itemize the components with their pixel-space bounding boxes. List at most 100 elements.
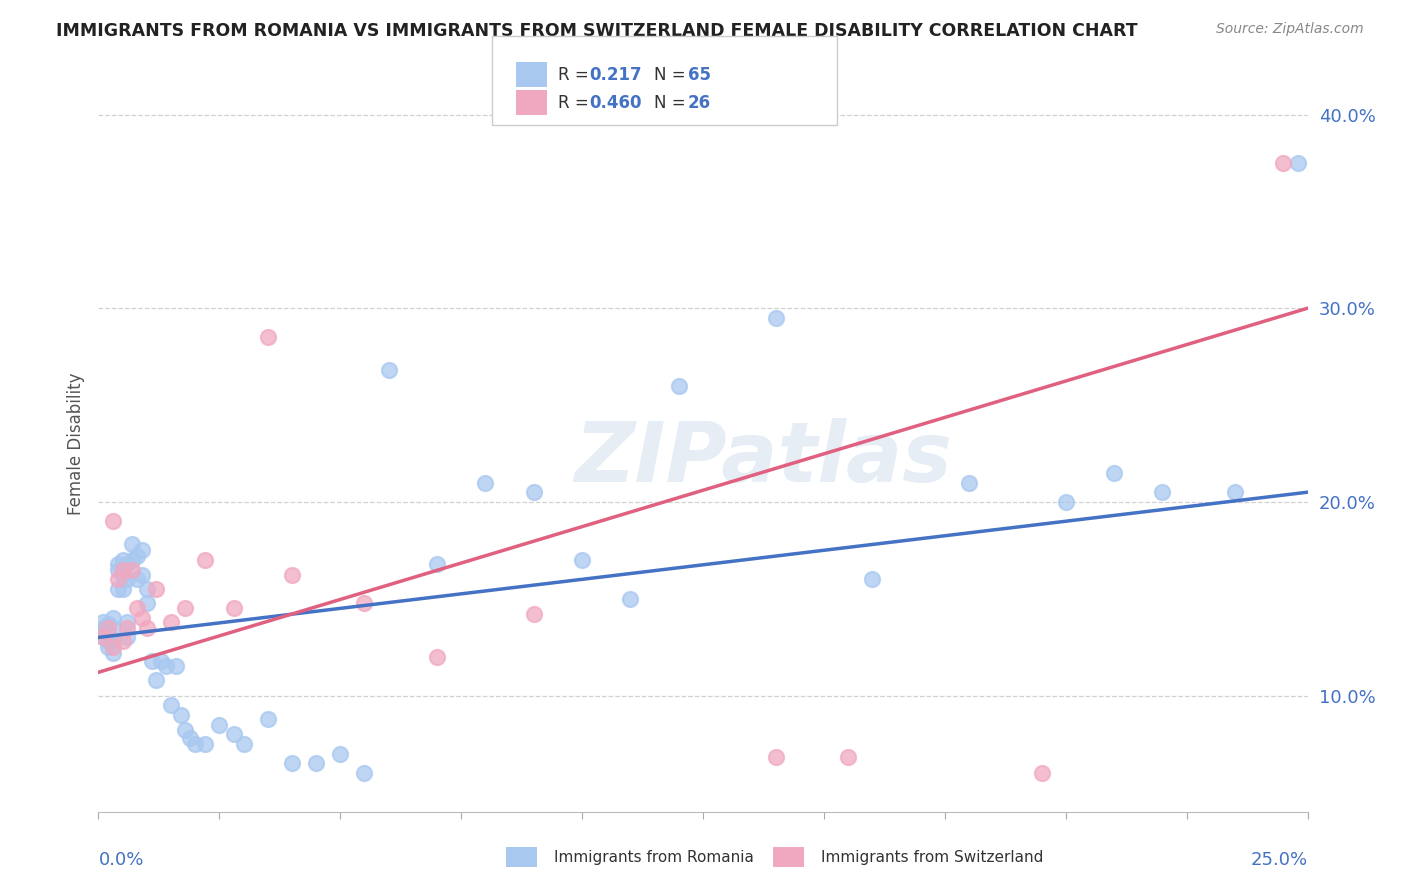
Point	[101, 646, 124, 660]
Point	[160, 698, 183, 713]
Text: 0.0%: 0.0%	[98, 851, 143, 869]
Point	[121, 537, 143, 551]
Point	[353, 596, 375, 610]
Point	[101, 634, 124, 648]
Point	[1272, 156, 1295, 170]
Point	[91, 621, 114, 635]
Point	[194, 737, 217, 751]
Point	[107, 563, 129, 577]
Point	[353, 766, 375, 780]
Text: IMMIGRANTS FROM ROMANIA VS IMMIGRANTS FROM SWITZERLAND FEMALE DISABILITY CORRELA: IMMIGRANTS FROM ROMANIA VS IMMIGRANTS FR…	[56, 22, 1137, 40]
Point	[111, 582, 134, 596]
Point	[111, 563, 134, 577]
Point	[1286, 156, 1309, 170]
Point	[305, 756, 328, 771]
Point	[150, 654, 173, 668]
Point	[131, 611, 153, 625]
Point	[837, 750, 859, 764]
Point	[131, 543, 153, 558]
Point	[329, 747, 352, 761]
Point	[668, 378, 690, 392]
Point	[426, 649, 449, 664]
Point	[160, 615, 183, 629]
Point	[117, 621, 139, 635]
Point	[135, 596, 157, 610]
Point	[957, 475, 980, 490]
Text: R =: R =	[558, 94, 595, 112]
Point	[131, 568, 153, 582]
Point	[232, 737, 254, 751]
Point	[174, 723, 197, 738]
Point	[135, 582, 157, 596]
Text: 26: 26	[688, 94, 710, 112]
Point	[281, 756, 304, 771]
Text: Immigrants from Switzerland: Immigrants from Switzerland	[821, 850, 1043, 864]
Text: Source: ZipAtlas.com: Source: ZipAtlas.com	[1216, 22, 1364, 37]
Point	[474, 475, 496, 490]
Point	[208, 717, 231, 731]
Point	[107, 572, 129, 586]
Point	[765, 750, 787, 764]
Point	[145, 673, 167, 687]
Text: 0.460: 0.460	[589, 94, 641, 112]
Point	[97, 631, 120, 645]
Point	[111, 553, 134, 567]
Point	[127, 601, 149, 615]
Point	[165, 659, 187, 673]
Point	[281, 568, 304, 582]
Text: 25.0%: 25.0%	[1250, 851, 1308, 869]
Point	[571, 553, 593, 567]
Point	[222, 727, 245, 741]
Point	[765, 310, 787, 325]
Point	[155, 659, 177, 673]
Point	[101, 621, 124, 635]
Point	[141, 654, 163, 668]
Text: 0.217: 0.217	[589, 66, 641, 84]
Point	[121, 553, 143, 567]
Point	[179, 731, 201, 746]
Text: Immigrants from Romania: Immigrants from Romania	[554, 850, 754, 864]
Point	[121, 563, 143, 577]
Point	[860, 572, 883, 586]
Point	[194, 553, 217, 567]
Point	[426, 557, 449, 571]
Point	[174, 601, 197, 615]
Point	[1031, 766, 1053, 780]
Point	[523, 485, 546, 500]
Point	[101, 640, 124, 654]
Point	[117, 557, 139, 571]
Point	[145, 582, 167, 596]
Point	[169, 707, 191, 722]
Point	[91, 631, 114, 645]
Point	[111, 568, 134, 582]
Point	[377, 363, 399, 377]
Point	[127, 572, 149, 586]
Text: N =: N =	[654, 66, 690, 84]
Point	[222, 601, 245, 615]
Point	[91, 624, 114, 639]
Point	[111, 634, 134, 648]
Point	[256, 712, 278, 726]
Point	[256, 330, 278, 344]
Text: N =: N =	[654, 94, 690, 112]
Point	[91, 631, 114, 645]
Point	[117, 615, 139, 629]
Point	[1102, 466, 1125, 480]
Point	[1152, 485, 1174, 500]
Point	[1054, 495, 1077, 509]
Point	[107, 557, 129, 571]
Point	[97, 626, 120, 640]
Point	[97, 634, 120, 648]
Point	[619, 591, 641, 606]
Y-axis label: Female Disability: Female Disability	[66, 373, 84, 515]
Point	[101, 514, 124, 528]
Point	[523, 607, 546, 622]
Point	[135, 621, 157, 635]
Point	[97, 616, 120, 631]
Text: ZIPatlas: ZIPatlas	[575, 418, 952, 499]
Point	[107, 582, 129, 596]
Point	[127, 549, 149, 563]
Point	[184, 737, 207, 751]
Point	[1223, 485, 1246, 500]
Point	[91, 615, 114, 629]
